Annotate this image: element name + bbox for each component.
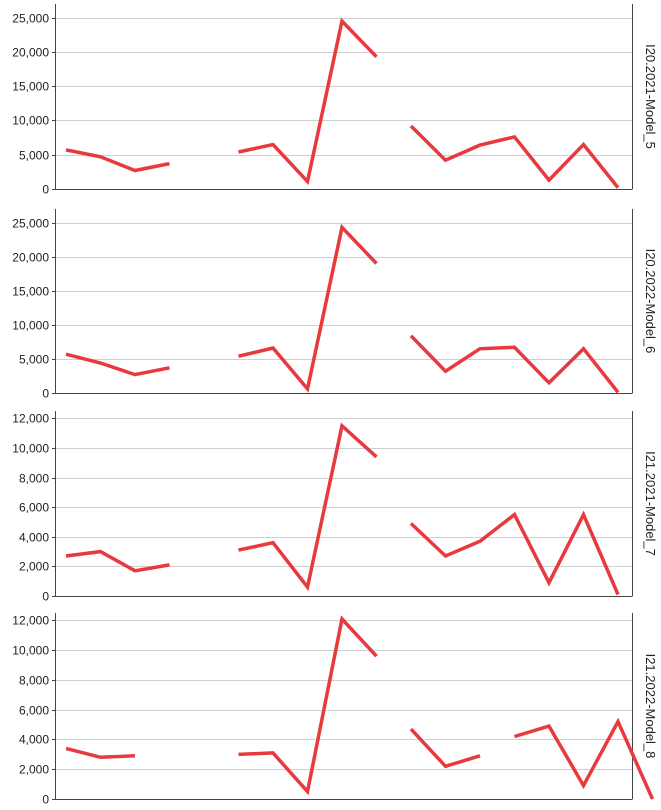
y-tick-label: 10,000 [12,114,49,128]
y-tick-label: 20,000 [12,251,49,265]
y-tick-label: 12,000 [12,412,49,426]
chart-panel: 0 5,000 10,000 15,000 20,000 25,000 I20.2021-M… [12,4,658,197]
y-tick-label: 15,000 [12,80,49,94]
y-tick-label: 6,000 [19,704,49,718]
series-line-segment [65,549,170,573]
series-line-segment [409,124,620,189]
series-line-segment [238,615,378,796]
series-line-segment [513,717,655,800]
y-tick-label: 8,000 [19,472,49,486]
series-line-segment [238,422,378,592]
chart-panels: 0 5,000 10,000 15,000 20,000 25,000 I20.2021-M… [12,4,658,807]
series-line-segment [409,510,620,596]
series-line-segment [65,148,170,173]
y-tick-label: 0 [42,590,49,604]
y-tick-label: 0 [42,183,49,197]
panel-label: I21.2021-Model_7 [643,451,658,556]
chart-panel: 0 5,000 10,000 15,000 20,000 25,000 I20.2022-M… [12,209,658,401]
y-tick-label: 2,000 [19,763,49,777]
series-line-segment [65,352,170,377]
panel-label: I20.2022-Model_6 [643,249,658,354]
y-tick-label: 10,000 [12,442,49,456]
y-tick-label: 25,000 [12,12,49,26]
y-tick-label: 4,000 [19,531,49,545]
y-tick-label: 25,000 [12,217,49,231]
y-tick-label: 4,000 [19,733,49,747]
y-tick-label: 8,000 [19,674,49,688]
y-tick-label: 5,000 [19,353,49,367]
series-line-segment [238,223,378,393]
series-line-segment [65,746,136,760]
y-tick-label: 2,000 [19,560,49,574]
chart-panel: 0 2,000 4,000 6,000 8,000 10,000 12,000 I21.202… [12,411,658,604]
y-tick-label: 6,000 [19,501,49,515]
series-line-segment [238,17,378,186]
y-tick-label: 0 [42,387,49,401]
y-tick-label: 5,000 [19,149,49,163]
series-line-segment [409,334,620,394]
y-tick-label: 12,000 [12,614,49,628]
y-tick-label: 10,000 [12,319,49,333]
chart-panel: 0 2,000 4,000 6,000 8,000 10,000 12,000 I21.202… [12,613,658,807]
y-tick-label: 0 [42,793,49,807]
panel-label: I21.2022-Model_8 [643,654,658,759]
y-tick-label: 15,000 [12,285,49,299]
series-line-segment [409,727,481,769]
y-tick-label: 20,000 [12,46,49,60]
y-tick-label: 10,000 [12,644,49,658]
panel-label: I20.2021-Model_5 [643,44,658,149]
